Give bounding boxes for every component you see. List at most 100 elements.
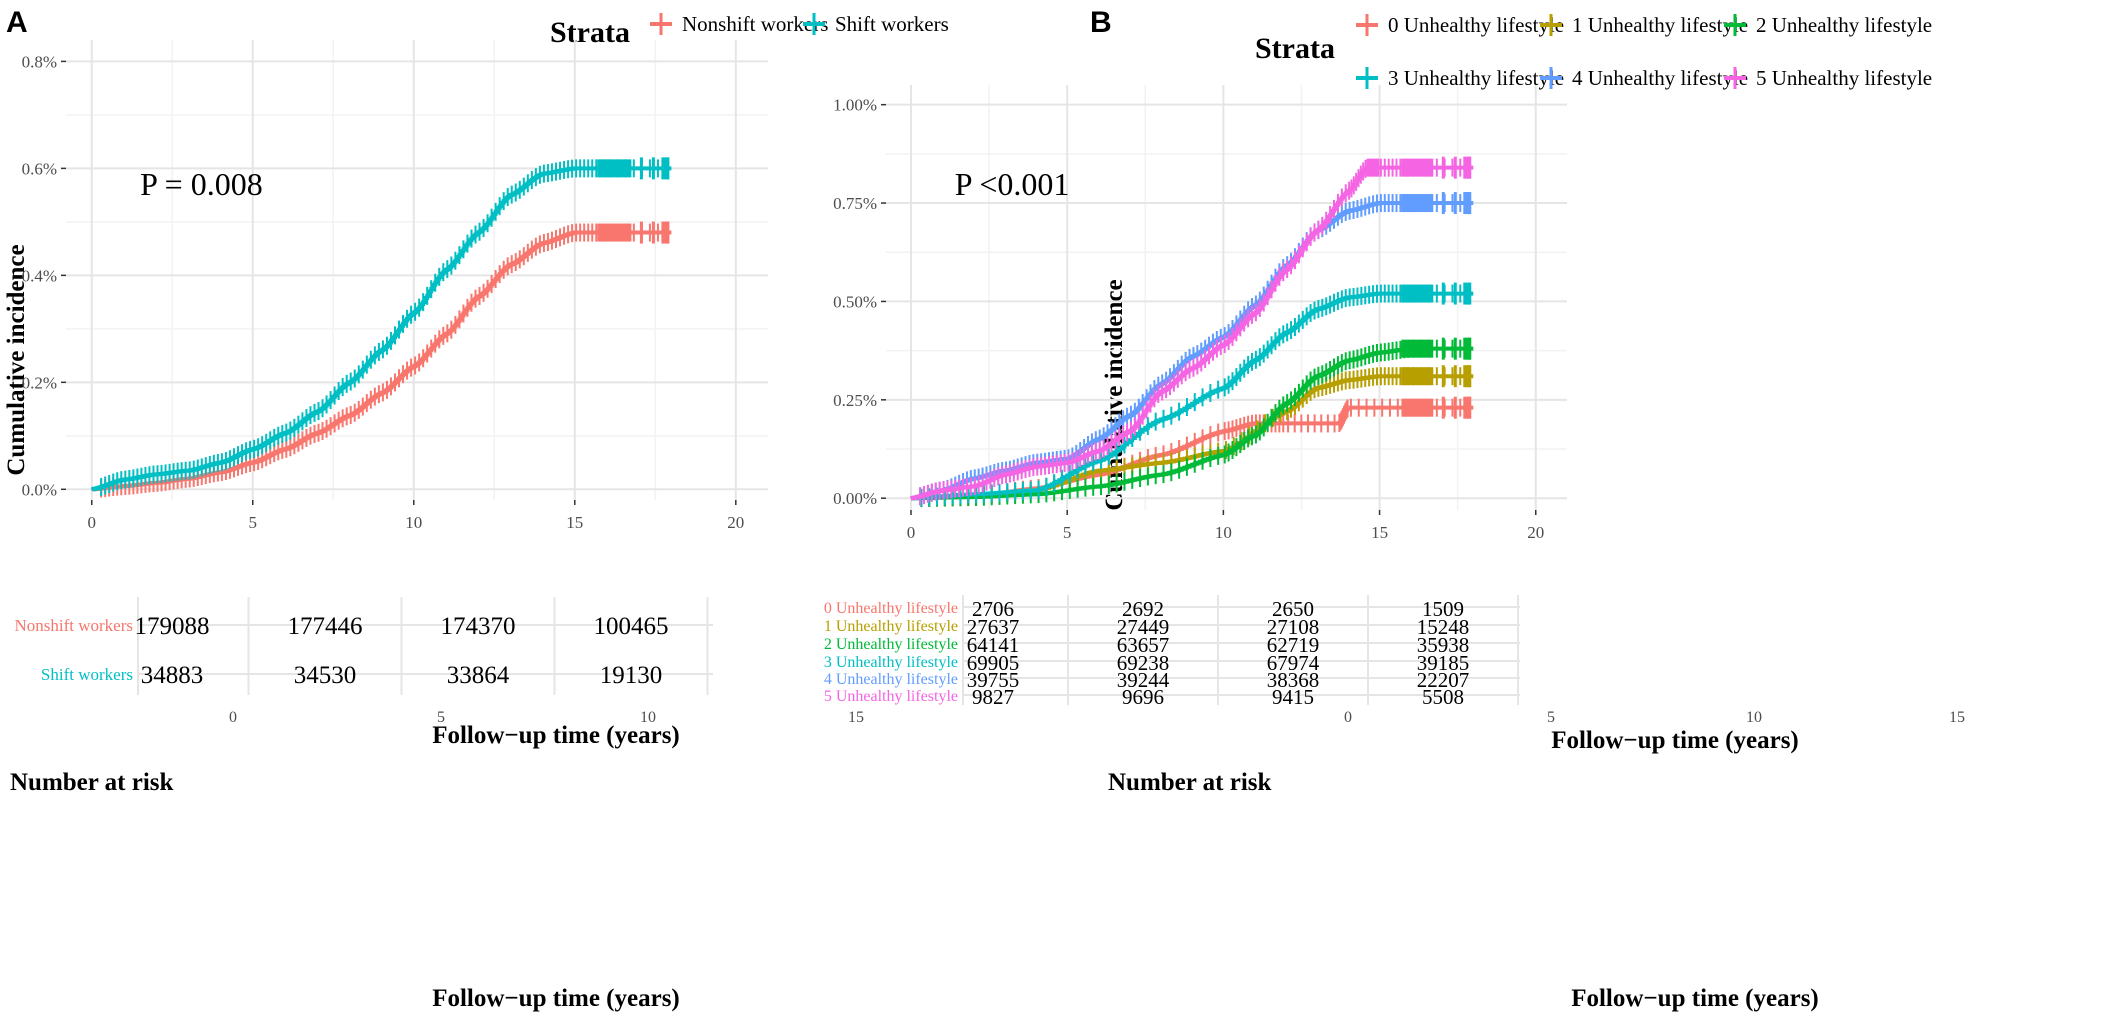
panel-b-label: B [1090, 6, 1112, 39]
legend-item: Shift workers [803, 12, 949, 36]
panel-b-x-axis-title: Follow−up time (years) [1551, 727, 1799, 754]
panel-a-plot: 0 5 10 15 20 0.0% 0.2% 0.4% 0.6% 0.8% P = 0.008 Non… [14, 12, 948, 726]
censor-end-mark [1463, 337, 1472, 360]
legend-label: 1 Unhealthy lifestyle [1572, 13, 1748, 37]
panel-b-legend-title: Strata [1255, 32, 1335, 65]
risk-row-label: 4 Unhealthy lifestyle [824, 671, 958, 688]
risk-cell: 67974 [1267, 651, 1320, 675]
risk-cell: 33864 [447, 662, 510, 689]
risk-table-x-tick-label: 0 [229, 709, 237, 726]
x-tick-label: 10 [1215, 523, 1232, 542]
risk-cell: 2650 [1272, 597, 1314, 621]
censor-block [1401, 158, 1434, 177]
legend-label: 5 Unhealthy lifestyle [1756, 66, 1932, 90]
risk-cell: 34883 [141, 662, 204, 689]
censor-block [1401, 284, 1434, 303]
risk-cell: 64141 [967, 633, 1020, 657]
censor-block [597, 159, 632, 178]
legend-label: 4 Unhealthy lifestyle [1572, 66, 1748, 90]
risk-table-x-tick-label: 15 [1949, 709, 1965, 726]
risk-cell: 69238 [1117, 651, 1170, 675]
legend-label: 2 Unhealthy lifestyle [1756, 13, 1932, 37]
risk-cell: 19130 [600, 662, 663, 689]
y-tick-label: 0.2% [22, 373, 57, 392]
risk-cell: 2706 [972, 597, 1014, 621]
censor-end-mark [661, 221, 670, 244]
risk-cell: 63657 [1117, 633, 1170, 657]
risk-cell: 39185 [1417, 651, 1470, 675]
series-5-unhealthy-lifestyle [910, 156, 1474, 506]
y-tick-label: 0.4% [22, 266, 57, 285]
risk-cell: 9696 [1122, 685, 1164, 709]
panel-a-y-axis-title: Cumulative incidence [3, 244, 30, 475]
risk-cell: 39244 [1117, 668, 1170, 692]
censor-end-mark [1463, 282, 1472, 305]
legend-item: 5 Unhealthy lifestyle [1724, 66, 1932, 90]
x-tick-label: 15 [1371, 523, 1388, 542]
x-tick-label: 15 [566, 513, 583, 532]
censor-block [1401, 398, 1434, 417]
series-shift-workers [91, 157, 672, 496]
y-tick-label: 0.25% [833, 391, 877, 410]
legend-item: 1 Unhealthy lifestyle [1540, 13, 1748, 37]
y-tick-label: 0.50% [833, 292, 877, 311]
censor-end-mark [661, 157, 670, 180]
risk-cell: 2692 [1122, 597, 1164, 621]
panel-a-risk-table-title: Number at risk [10, 769, 174, 796]
x-tick-label: 5 [249, 513, 258, 532]
risk-row-label: Shift workers [41, 665, 133, 684]
risk-cell: 5508 [1422, 685, 1464, 709]
risk-cell: 22207 [1417, 668, 1470, 692]
y-tick-label: 0.00% [833, 489, 877, 508]
panel-b-plot: 0 5 10 15 20 0.00% 0.25% 0.50% 0.75% 1.00% P <0.00… [824, 13, 1965, 726]
legend-label: Shift workers [835, 12, 949, 36]
censor-end-mark [1463, 365, 1472, 388]
legend-item: 3 Unhealthy lifestyle [1356, 66, 1564, 90]
panel-b-risk-table-x-axis-title: Follow−up time (years) [1571, 985, 1819, 1012]
risk-table-x-tick-label: 5 [437, 709, 445, 726]
risk-table-x-tick-label: 15 [848, 709, 864, 726]
risk-cell: 100465 [594, 613, 669, 640]
risk-table-x-tick-label: 10 [1746, 709, 1762, 726]
p-value-annotation: P <0.001 [955, 166, 1070, 202]
y-tick-label: 0.0% [22, 480, 57, 499]
panel-a-legend-title: Strata [550, 16, 630, 49]
legend-item: 4 Unhealthy lifestyle [1540, 66, 1748, 90]
censor-block [597, 223, 632, 242]
risk-cell: 35938 [1417, 633, 1470, 657]
risk-table-x-tick-label: 0 [1344, 709, 1352, 726]
risk-table-x-tick-label: 5 [1547, 709, 1555, 726]
y-tick-label: 1.00% [833, 96, 877, 115]
x-tick-label: 20 [1527, 523, 1544, 542]
risk-row-label: 1 Unhealthy lifestyle [824, 618, 958, 635]
series-3-unhealthy-lifestyle [910, 282, 1474, 507]
risk-row-label: 3 Unhealthy lifestyle [824, 654, 958, 671]
risk-cell: 34530 [294, 662, 357, 689]
censor-end-mark [1463, 396, 1472, 419]
risk-cell: 174370 [441, 613, 516, 640]
panel-a-x-axis-title: Follow−up time (years) [432, 722, 680, 749]
x-tick-label: 20 [727, 513, 744, 532]
y-tick-label: 0.75% [833, 194, 877, 213]
censor-block [1401, 367, 1434, 386]
panel-a-label: A [6, 6, 28, 39]
risk-cell: 27108 [1267, 615, 1320, 639]
risk-cell: 179088 [135, 613, 210, 640]
y-tick-label: 0.8% [22, 52, 57, 71]
risk-cell: 39755 [967, 668, 1020, 692]
risk-cell: 9827 [972, 685, 1014, 709]
legend-item: 0 Unhealthy lifestyle [1356, 13, 1564, 37]
risk-table: Nonshift workers 179088 177446 174370 100465… [14, 597, 864, 726]
risk-row-label: Nonshift workers [14, 616, 133, 635]
risk-cell: 69905 [967, 651, 1020, 675]
risk-cell: 15248 [1417, 615, 1470, 639]
censor-block [1401, 194, 1434, 213]
risk-row-label: 0 Unhealthy lifestyle [824, 600, 958, 617]
risk-cell: 1509 [1422, 597, 1464, 621]
survival-curve [910, 165, 1474, 501]
legend-label: 0 Unhealthy lifestyle [1388, 13, 1564, 37]
legend-label: 3 Unhealthy lifestyle [1388, 66, 1564, 90]
risk-cell: 9415 [1272, 685, 1314, 709]
risk-cell: 62719 [1267, 633, 1320, 657]
